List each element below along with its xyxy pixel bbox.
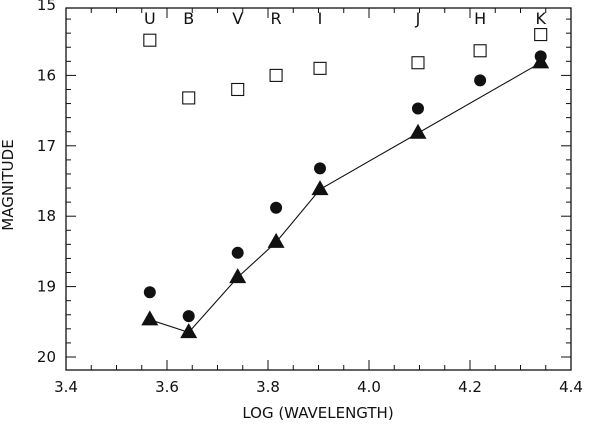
open-square-point: [182, 91, 196, 105]
y-axis-label: MAGNITUDE: [0, 139, 17, 230]
band-label-u: U: [144, 9, 156, 28]
open-square-point: [231, 82, 245, 97]
filled-circle-point: [231, 246, 244, 259]
series-line: [149, 62, 541, 334]
filled-circle-point: [411, 102, 424, 115]
series-layer: [141, 28, 550, 339]
x-tick-label: 3.4: [54, 378, 78, 396]
filled-circle-point: [270, 201, 283, 214]
filled-triangle-point: [180, 323, 198, 339]
y-tick-label: 19: [37, 278, 56, 296]
series-open-square: [143, 28, 548, 105]
y-tick-label: 15: [37, 0, 56, 14]
x-tick-label: 4.4: [559, 378, 583, 396]
filled-circle-point: [143, 286, 156, 299]
series-filled-circle: [143, 50, 547, 323]
filled-circle-point: [314, 162, 327, 175]
axis-ticks: 3.4 3.6 3.8 4.0 4.2 4.4 15 16 17 18 19 20: [37, 0, 583, 396]
band-label-h: H: [474, 9, 486, 28]
y-tick-label: 20: [37, 348, 56, 366]
y-tick-label: 16: [37, 66, 56, 84]
open-square-point: [473, 44, 487, 58]
x-axis-label: LOG (WAVELENGTH): [242, 404, 393, 422]
open-square-point: [143, 33, 157, 47]
x-tick-label: 3.6: [155, 378, 179, 396]
band-label-r: R: [271, 9, 282, 28]
filled-triangle-point: [229, 268, 247, 284]
filled-circle-point: [182, 310, 195, 323]
x-tick-label: 4.0: [357, 378, 381, 396]
x-tick-label: 3.8: [256, 378, 280, 396]
y-tick-label: 17: [37, 137, 56, 155]
band-label-v: V: [232, 9, 243, 28]
band-label-i: I: [318, 9, 323, 28]
filled-triangle-point: [267, 232, 285, 248]
filled-triangle-point: [141, 310, 159, 326]
x-tick-label: 4.2: [458, 378, 482, 396]
open-square-point: [269, 68, 283, 82]
filled-triangle-point: [311, 180, 329, 196]
filled-triangle-point: [409, 123, 427, 139]
series-filled-triangle: [141, 53, 550, 339]
y-tick-label: 18: [37, 207, 56, 225]
band-label-j: J: [415, 9, 421, 28]
open-square-point: [534, 28, 548, 42]
filled-circle-point: [474, 74, 487, 87]
open-square-point: [313, 61, 327, 75]
band-label-k: K: [535, 9, 546, 28]
filled-triangle-point: [532, 53, 550, 69]
open-square-point: [411, 56, 425, 70]
band-label-b: B: [183, 9, 194, 28]
